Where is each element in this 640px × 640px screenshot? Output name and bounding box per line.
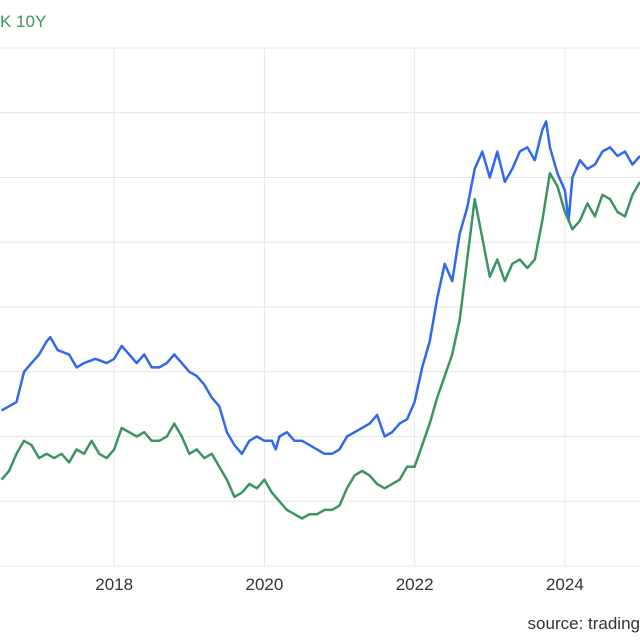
series-line-green bbox=[0, 171, 640, 520]
x-axis-ticks: 2018 2020 2022 2024 bbox=[95, 575, 584, 594]
source-label: source: trading bbox=[527, 614, 640, 633]
x-tick-label: 2024 bbox=[546, 575, 584, 594]
x-tick-label: 2022 bbox=[396, 575, 434, 594]
x-tick-label: 2020 bbox=[245, 575, 283, 594]
x-tick-label: 2018 bbox=[95, 575, 133, 594]
legend-label: K 10Y bbox=[0, 12, 47, 31]
series-line-blue bbox=[0, 120, 640, 456]
series-layer bbox=[0, 120, 640, 520]
gridlines bbox=[0, 47, 640, 567]
